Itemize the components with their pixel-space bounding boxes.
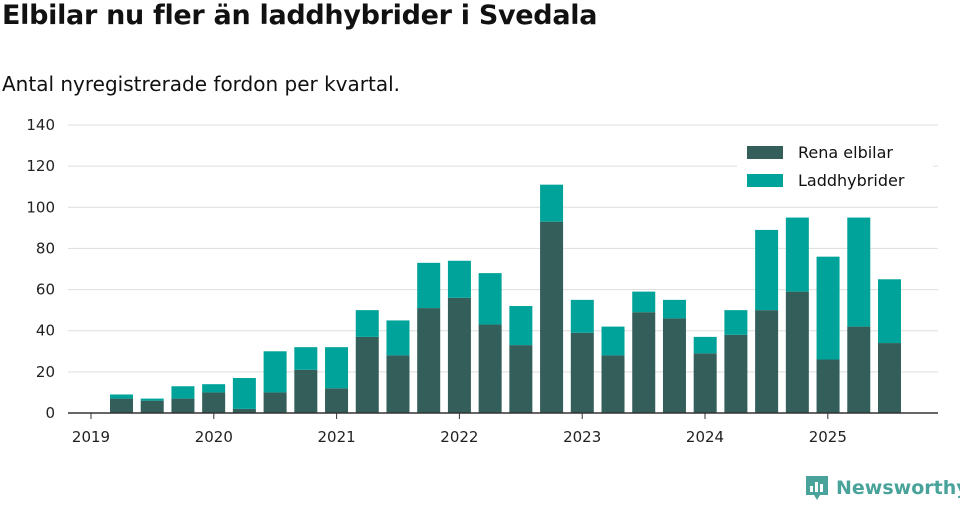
y-tick-label: 60 [36,281,55,299]
bar-laddhybrider [202,384,226,393]
bar-laddhybrider [417,262,441,309]
bar-laddhybrider [294,347,318,370]
y-tick-label: 80 [36,239,55,257]
bar-laddhybrider [171,386,195,399]
bar-rena-elbilar [693,353,717,413]
bar-laddhybrider [478,273,502,325]
bars [110,184,901,413]
x-tick-label: 2023 [563,428,601,446]
bar-laddhybrider [878,279,901,344]
bar-rena-elbilar [110,398,133,413]
bar-rena-elbilar [355,336,379,413]
bar-rena-elbilar [202,392,226,413]
bar-laddhybrider [724,310,748,335]
y-tick-label: 20 [36,363,55,381]
bar-laddhybrider [140,398,164,401]
bar-rena-elbilar [755,310,779,413]
bar-rena-elbilar [785,291,809,413]
bar-laddhybrider [110,394,133,399]
x-tick-label: 2020 [195,428,233,446]
bar-rena-elbilar [878,343,901,413]
bar-rena-elbilar [478,324,502,413]
legend-swatch-rena-elbilar [747,146,783,159]
bar-rena-elbilar [232,408,256,413]
bar-rena-elbilar [540,221,564,413]
legend-swatch-laddhybrider [747,174,783,187]
bar-rena-elbilar [601,355,625,413]
bar-rena-elbilar [816,359,840,413]
bar-rena-elbilar [847,326,871,413]
y-tick-label: 120 [26,157,55,175]
bar-laddhybrider [662,299,686,319]
bar-laddhybrider [601,326,625,356]
newsworthy-logo: Newsworthy [804,474,960,502]
y-tick-label: 40 [36,322,55,340]
x-tick-label: 2022 [440,428,478,446]
bar-rena-elbilar [325,388,349,413]
bar-rena-elbilar [632,312,656,413]
x-tick-label: 2019 [72,428,110,446]
bar-rena-elbilar [724,334,748,413]
chart-subtitle: Antal nyregistrerade fordon per kvartal. [2,72,401,96]
bar-rena-elbilar [509,345,533,413]
x-tick-label: 2024 [686,428,724,446]
bar-laddhybrider [693,336,717,354]
bar-laddhybrider [540,184,564,222]
x-tick-label: 2021 [318,428,356,446]
bar-laddhybrider [755,229,779,311]
x-tick-label: 2025 [809,428,847,446]
bar-rena-elbilar [662,318,686,413]
y-tick-label: 0 [45,404,55,422]
bar-laddhybrider [816,256,840,360]
legend: Rena elbilar Laddhybrider [737,140,933,202]
bar-rena-elbilar [171,398,195,413]
bar-rena-elbilar [570,332,594,413]
bar-laddhybrider [632,291,656,313]
y-tick-label: 100 [26,198,55,216]
x-axis-ticks: 2019 2020 2021 2022 2023 2024 2025 [72,413,847,446]
bar-rena-elbilar [447,297,471,413]
chart-title: Elbilar nu fler än laddhybrider i Svedal… [2,0,598,31]
bar-laddhybrider [509,306,533,346]
bar-laddhybrider [847,217,871,327]
bar-laddhybrider [355,310,379,337]
bar-laddhybrider [386,320,410,356]
bar-laddhybrider [263,351,287,393]
bar-rena-elbilar [417,308,441,413]
newsworthy-logo-icon [806,476,828,500]
y-axis-ticks: 0 20 40 60 80 100 120 140 [26,116,55,422]
legend-label-rena-elbilar: Rena elbilar [798,143,893,162]
bar-laddhybrider [325,347,349,389]
bar-rena-elbilar [263,392,287,413]
bar-laddhybrider [785,217,809,292]
bar-rena-elbilar [294,369,318,413]
bar-laddhybrider [447,260,471,298]
brand-name: Newsworthy [836,477,960,499]
bar-laddhybrider [570,299,594,333]
y-tick-label: 140 [26,116,55,134]
bar-laddhybrider [232,378,256,409]
bar-rena-elbilar [140,400,164,413]
bar-rena-elbilar [386,355,410,413]
legend-label-laddhybrider: Laddhybrider [798,171,905,190]
